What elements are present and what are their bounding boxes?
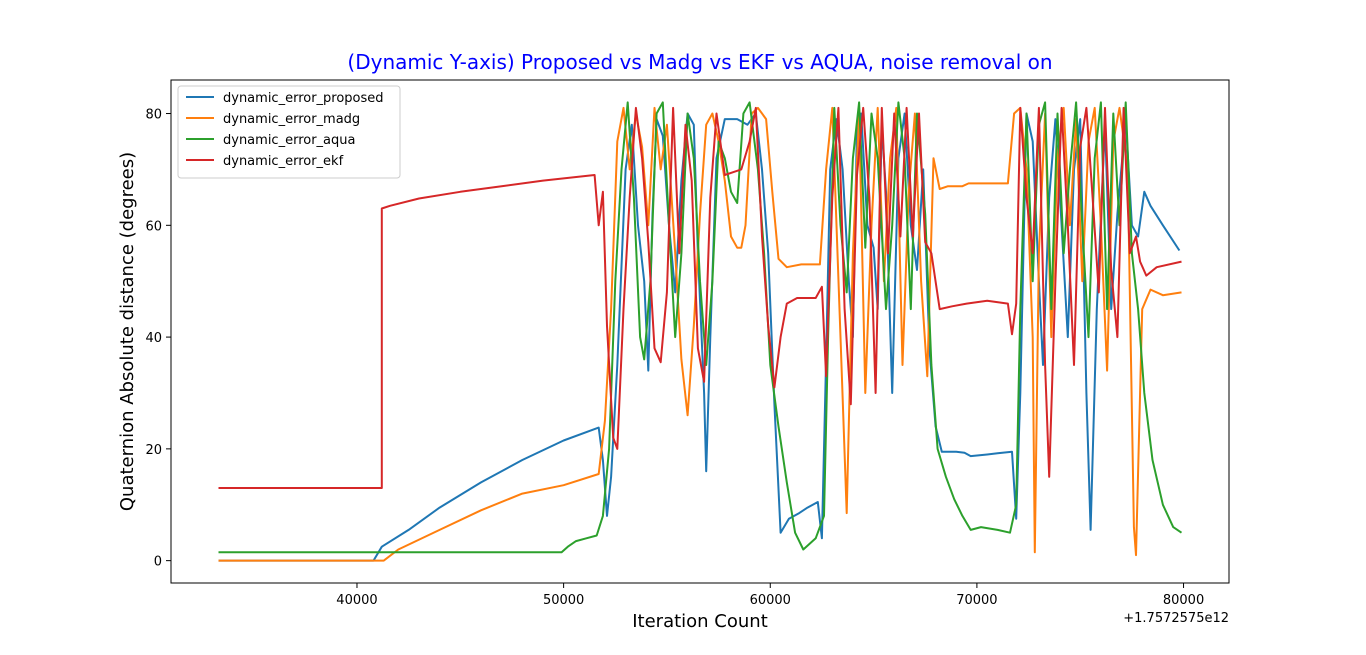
y-tick-label: 20 bbox=[145, 443, 162, 458]
x-axis-label: Iteration Count bbox=[632, 611, 768, 632]
x-tick-label: 60000 bbox=[750, 593, 791, 608]
y-tick-label: 80 bbox=[145, 108, 162, 123]
legend-box bbox=[177, 85, 401, 179]
x-tick-label: 50000 bbox=[543, 593, 584, 608]
series-line-dynamic_error_ekf bbox=[218, 106, 1182, 489]
legend: dynamic_error_proposed dynamic_error_madg… bbox=[177, 85, 401, 179]
y-tick-label: 60 bbox=[145, 219, 162, 234]
legend-label-dynamic_error_ekf: dynamic_error_ekf bbox=[223, 154, 344, 169]
y-tick-label: 0 bbox=[154, 555, 162, 570]
x-axis: 40000 50000 60000 70000 80000 bbox=[336, 583, 1204, 608]
legend-label-dynamic_error_aqua: dynamic_error_aqua bbox=[223, 133, 355, 148]
x-tick-label: 70000 bbox=[956, 593, 997, 608]
legend-label-dynamic_error_proposed: dynamic_error_proposed bbox=[223, 91, 384, 106]
chart-title: (Dynamic Y-axis) Proposed vs Madg vs EKF… bbox=[347, 50, 1052, 74]
y-axis: 0 20 40 60 80 bbox=[145, 108, 171, 570]
x-tick-label: 40000 bbox=[336, 593, 377, 608]
y-tick-label: 40 bbox=[145, 331, 162, 346]
plot-area-frame bbox=[170, 79, 1230, 584]
x-axis-offset-label: +1.7572575e12 bbox=[1123, 611, 1229, 626]
y-axis-label: Quaternion Absolute distance (degrees) bbox=[117, 152, 138, 511]
legend-label-dynamic_error_madg: dynamic_error_madg bbox=[223, 112, 360, 127]
series-lines bbox=[218, 101, 1183, 562]
x-tick-label: 80000 bbox=[1163, 593, 1204, 608]
series-line-dynamic_error_aqua bbox=[218, 101, 1183, 554]
